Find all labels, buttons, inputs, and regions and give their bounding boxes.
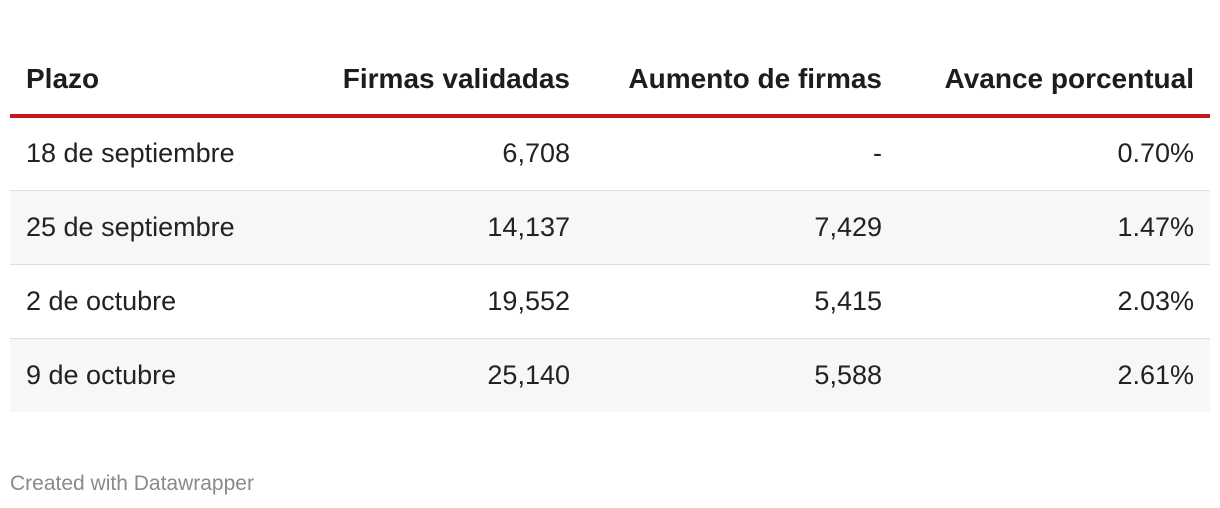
table-cell-firmas-validadas: 19,552 xyxy=(320,264,586,339)
table-cell-avance-porcentual: 1.47% xyxy=(882,190,1210,265)
table-cell-firmas-validadas: 25,140 xyxy=(320,338,586,412)
table-cell-firmas-validadas: 14,137 xyxy=(320,190,586,265)
table-cell-aumento-de-firmas: - xyxy=(586,116,882,191)
table-cell-plazo: 2 de octubre xyxy=(10,264,320,339)
table-row: 9 de octubre 25,140 5,588 2.61% xyxy=(10,338,1210,412)
table-cell-avance-porcentual: 2.03% xyxy=(882,264,1210,339)
table-cell-avance-porcentual: 0.70% xyxy=(882,116,1210,191)
table-row: 25 de septiembre 14,137 7,429 1.47% xyxy=(10,190,1210,265)
table-cell-aumento-de-firmas: 5,588 xyxy=(586,338,882,412)
data-table-container: Plazo Firmas validadas Aumento de firmas… xyxy=(10,38,1210,412)
table-cell-plazo: 25 de septiembre xyxy=(10,190,320,265)
table-row: 18 de septiembre 6,708 - 0.70% xyxy=(10,116,1210,191)
table-cell-plazo: 9 de octubre xyxy=(10,338,320,412)
table-header-row: Plazo Firmas validadas Aumento de firmas… xyxy=(10,38,1210,118)
column-header-firmas-validadas: Firmas validadas xyxy=(320,38,586,118)
table-cell-aumento-de-firmas: 5,415 xyxy=(586,264,882,339)
table-cell-plazo: 18 de septiembre xyxy=(10,116,320,191)
table-row: 2 de octubre 19,552 5,415 2.03% xyxy=(10,264,1210,339)
table-cell-aumento-de-firmas: 7,429 xyxy=(586,190,882,265)
column-header-avance-porcentual: Avance porcentual xyxy=(882,38,1210,118)
column-header-aumento-de-firmas: Aumento de firmas xyxy=(586,38,882,118)
column-header-plazo: Plazo xyxy=(10,38,320,118)
datawrapper-credit: Created with Datawrapper xyxy=(10,472,254,495)
table-cell-avance-porcentual: 2.61% xyxy=(882,338,1210,412)
data-table: Plazo Firmas validadas Aumento de firmas… xyxy=(10,38,1210,412)
table-cell-firmas-validadas: 6,708 xyxy=(320,116,586,191)
